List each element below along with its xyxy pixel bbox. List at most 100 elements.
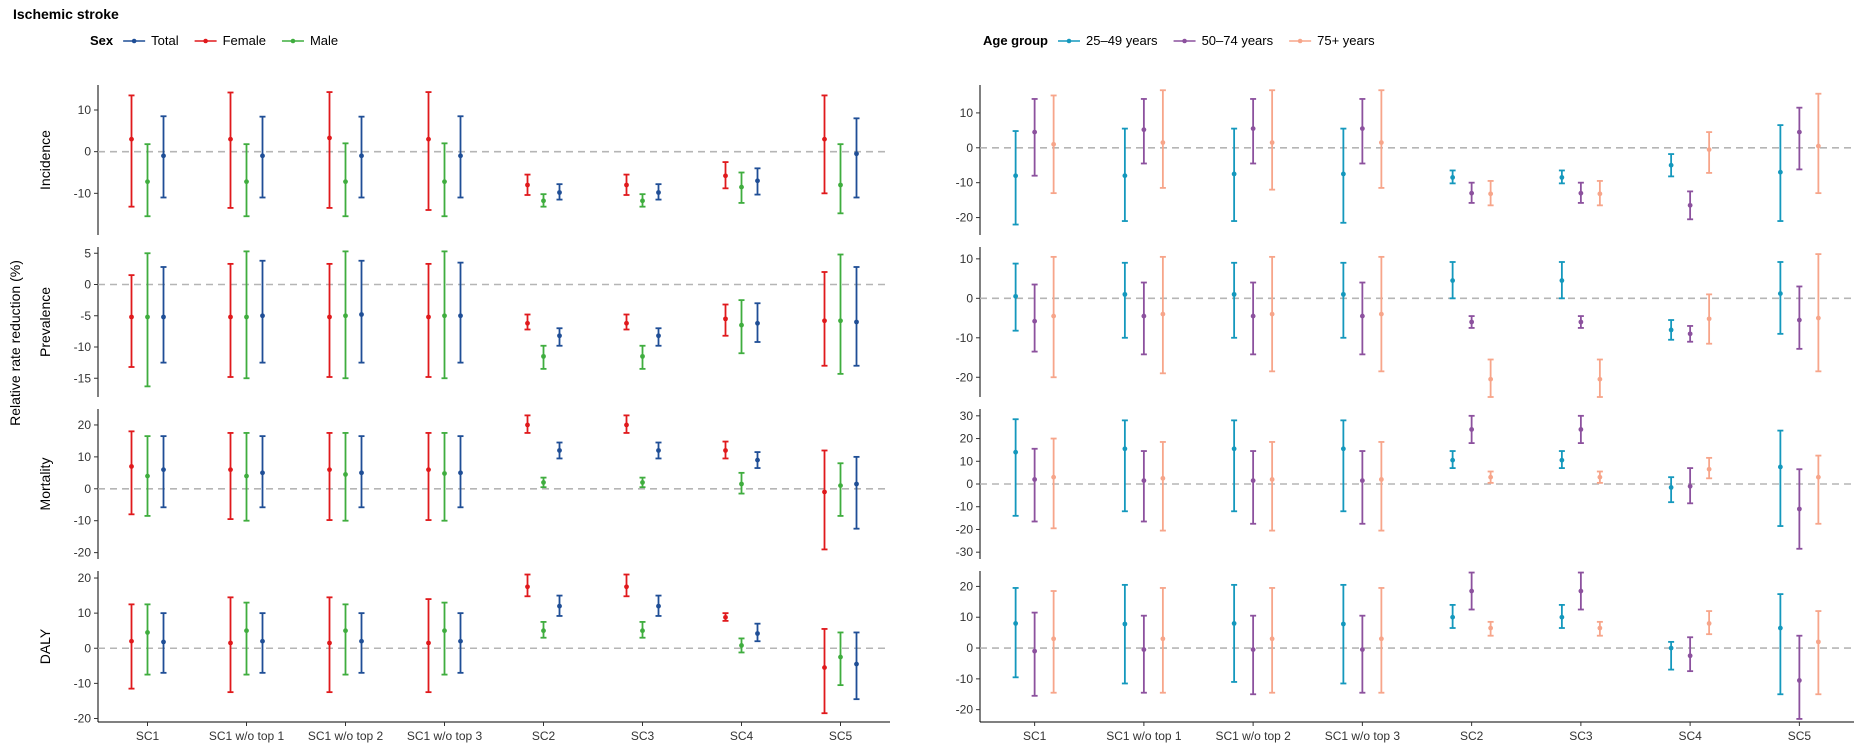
errorbar-75-years-sc3	[1596, 470, 1603, 484]
y-tick-label: 10	[78, 606, 92, 620]
y-tick-label: -10	[956, 672, 974, 686]
point-estimate	[1815, 315, 1821, 321]
errorbar-female-sc1-w-o-top-3	[425, 91, 432, 211]
point-estimate	[1488, 474, 1494, 480]
series-50-74-years	[1031, 98, 1803, 221]
point-estimate	[1815, 639, 1821, 645]
errorbar-50-74-years-sc3	[1577, 571, 1584, 611]
series-50-74-years	[1031, 281, 1803, 356]
point-estimate	[228, 314, 233, 320]
errorbar-male-sc1-w-o-top-2	[342, 142, 349, 218]
errorbar-25-49-years-sc1-w-o-top-3	[1340, 261, 1347, 339]
point-estimate	[1160, 140, 1166, 145]
errorbar-male-sc2	[540, 193, 547, 208]
point-estimate	[1559, 175, 1565, 180]
panel-sex-incidence: -10 0 10 Incidence	[37, 85, 890, 235]
errorbar-75-years-sc1-w-o-top-2	[1269, 587, 1276, 694]
y-tick-label: 30	[960, 409, 974, 423]
point-estimate	[1796, 677, 1802, 683]
errorbar-female-sc1-w-o-top-3	[425, 598, 432, 694]
legend-title: Age group	[983, 33, 1048, 48]
point-estimate	[1668, 162, 1674, 168]
point-estimate	[442, 628, 447, 634]
errorbar-50-74-years-sc5	[1796, 468, 1803, 550]
y-tick-label: -20	[956, 370, 974, 384]
y-tick-label: -10	[956, 500, 974, 514]
legend-key-point	[131, 38, 137, 44]
errorbar-25-49-years-sc3	[1558, 603, 1565, 629]
point-estimate	[1687, 653, 1693, 659]
errorbar-male-sc3	[639, 344, 646, 370]
point-estimate	[640, 353, 645, 359]
y-tick-label: 0	[84, 145, 91, 159]
x-tick-label: SC1 w/o top 1	[1106, 729, 1182, 743]
point-estimate	[1269, 140, 1275, 145]
point-estimate	[1668, 645, 1674, 651]
point-estimate	[1340, 291, 1346, 297]
errorbar-total-sc3	[655, 327, 662, 347]
errorbar-female-sc1-w-o-top-2	[326, 262, 333, 378]
point-estimate	[525, 320, 530, 326]
point-estimate	[624, 584, 629, 590]
point-estimate	[1231, 171, 1237, 177]
errorbar-female-sc2	[524, 173, 531, 196]
x-tick-label: SC1 w/o top 2	[308, 729, 384, 743]
point-estimate	[854, 661, 859, 667]
point-estimate	[228, 467, 233, 473]
errorbar-50-74-years-sc1-w-o-top-3	[1359, 450, 1366, 525]
errorbar-25-49-years-sc4	[1668, 153, 1675, 178]
point-estimate	[1687, 202, 1693, 208]
point-estimate	[838, 483, 843, 488]
series-75-years	[1050, 437, 1822, 532]
errorbar-50-74-years-sc1-w-o-top-2	[1250, 98, 1257, 165]
point-estimate	[1469, 427, 1475, 432]
x-tick-label: SC2	[532, 729, 556, 743]
errorbar-total-sc2	[556, 594, 563, 617]
point-estimate	[1013, 173, 1019, 179]
y-tick-label: 0	[966, 291, 973, 305]
errorbar-total-sc1	[160, 435, 167, 509]
errorbar-25-49-years-sc2	[1449, 450, 1456, 469]
y-tick-label: -10	[74, 514, 92, 528]
errorbar-25-49-years-sc1	[1012, 587, 1019, 679]
errorbar-25-49-years-sc5	[1777, 261, 1784, 335]
point-estimate	[1597, 474, 1603, 480]
errorbar-25-49-years-sc5	[1777, 429, 1784, 527]
point-estimate	[260, 313, 265, 319]
y-tick-label: -20	[956, 211, 974, 225]
errorbar-female-sc4	[722, 612, 729, 622]
errorbar-female-sc1	[128, 274, 135, 368]
errorbar-50-74-years-sc1	[1031, 98, 1038, 177]
point-estimate	[426, 136, 431, 142]
errorbar-female-sc5	[821, 449, 828, 551]
point-estimate	[640, 198, 645, 204]
point-estimate	[1250, 126, 1256, 132]
errorbar-50-74-years-sc2	[1468, 181, 1475, 204]
errorbar-50-74-years-sc1-w-o-top-1	[1140, 614, 1147, 694]
point-estimate	[1777, 625, 1783, 631]
point-estimate	[1051, 141, 1057, 147]
legend-age-group: Age group 25–49 years 50–74 years 75+ years	[983, 33, 1375, 48]
point-estimate	[244, 628, 249, 634]
point-estimate	[1378, 477, 1384, 482]
point-estimate	[723, 316, 728, 322]
errorbar-25-49-years-sc1-w-o-top-1	[1121, 583, 1128, 685]
x-tick-label: SC4	[1678, 729, 1702, 743]
errorbar-total-sc1-w-o-top-2	[358, 612, 365, 674]
errorbar-female-sc1-w-o-top-2	[326, 432, 333, 521]
series-male	[144, 142, 844, 218]
panel-sex-mortality: -20 -10 0 10 20 Mortality	[37, 409, 890, 560]
errorbar-50-74-years-sc5	[1796, 285, 1803, 350]
x-tick-label: SC5	[829, 729, 853, 743]
y-tick-label: 20	[960, 432, 974, 446]
errorbar-25-49-years-sc1-w-o-top-3	[1340, 127, 1347, 224]
errorbar-total-sc1-w-o-top-3	[457, 261, 464, 364]
x-tick-label: SC1 w/o top 2	[1215, 729, 1291, 743]
errorbar-female-sc3	[623, 173, 630, 196]
errorbar-total-sc5	[853, 266, 860, 367]
point-estimate	[327, 314, 332, 320]
point-estimate	[1578, 190, 1584, 196]
errorbar-female-sc2	[524, 573, 531, 598]
point-estimate	[822, 318, 827, 324]
y-tick-label: 20	[960, 579, 974, 593]
